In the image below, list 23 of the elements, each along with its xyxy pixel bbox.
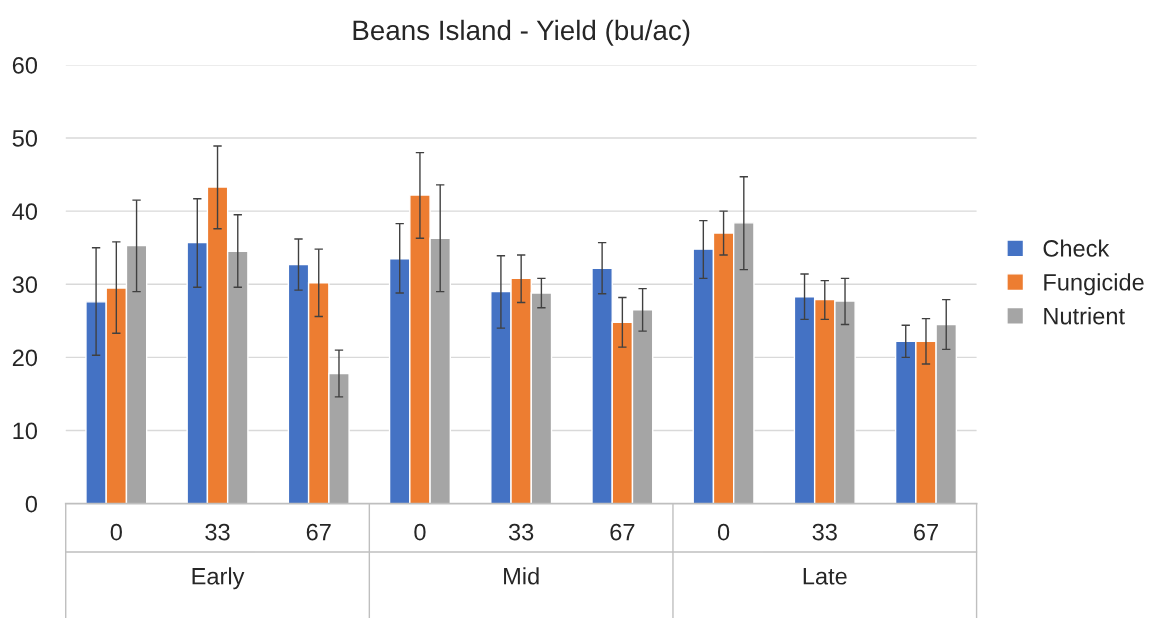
- x-tick-label: 0: [414, 523, 426, 541]
- legend-label: Nutrient: [1044, 307, 1125, 325]
- text: Early: [192, 567, 245, 590]
- x-tick-label: 0: [717, 523, 730, 541]
- x-tick-label: 67: [914, 523, 938, 541]
- legend-label: Check: [1043, 239, 1110, 257]
- y-tick-label: 30: [12, 276, 38, 294]
- y-tick-label: 0: [25, 495, 38, 513]
- x-tick-label: 33: [508, 523, 534, 541]
- x-tick-label: 67: [306, 523, 331, 541]
- y-tick-label: 10: [13, 422, 38, 440]
- y-tick-label: 50: [12, 130, 38, 147]
- x-tick-label: 0: [110, 523, 122, 541]
- x-tick-label: 33: [205, 523, 230, 541]
- x-tick-label: 67: [610, 523, 635, 541]
- y-tick-label: 60: [12, 56, 38, 74]
- y-tick-label: 20: [12, 349, 38, 367]
- text: Late: [803, 568, 847, 585]
- x-tick-label: 33: [812, 523, 837, 541]
- chart-title: Beans Island - Yield (bu/ac): [353, 19, 690, 46]
- y-tick-label: 40: [12, 203, 38, 220]
- text: Mid: [504, 567, 539, 585]
- legend-label: Fungicide: [1044, 273, 1144, 296]
